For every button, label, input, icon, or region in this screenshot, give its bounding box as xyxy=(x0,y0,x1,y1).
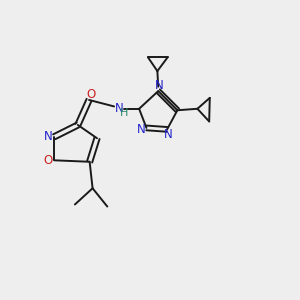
Text: N: N xyxy=(44,130,52,143)
Text: H: H xyxy=(120,108,129,118)
Text: N: N xyxy=(164,128,173,141)
Text: O: O xyxy=(86,88,95,101)
Text: O: O xyxy=(43,154,52,167)
Text: N: N xyxy=(115,102,124,115)
Text: N: N xyxy=(137,123,146,136)
Text: N: N xyxy=(155,79,164,92)
